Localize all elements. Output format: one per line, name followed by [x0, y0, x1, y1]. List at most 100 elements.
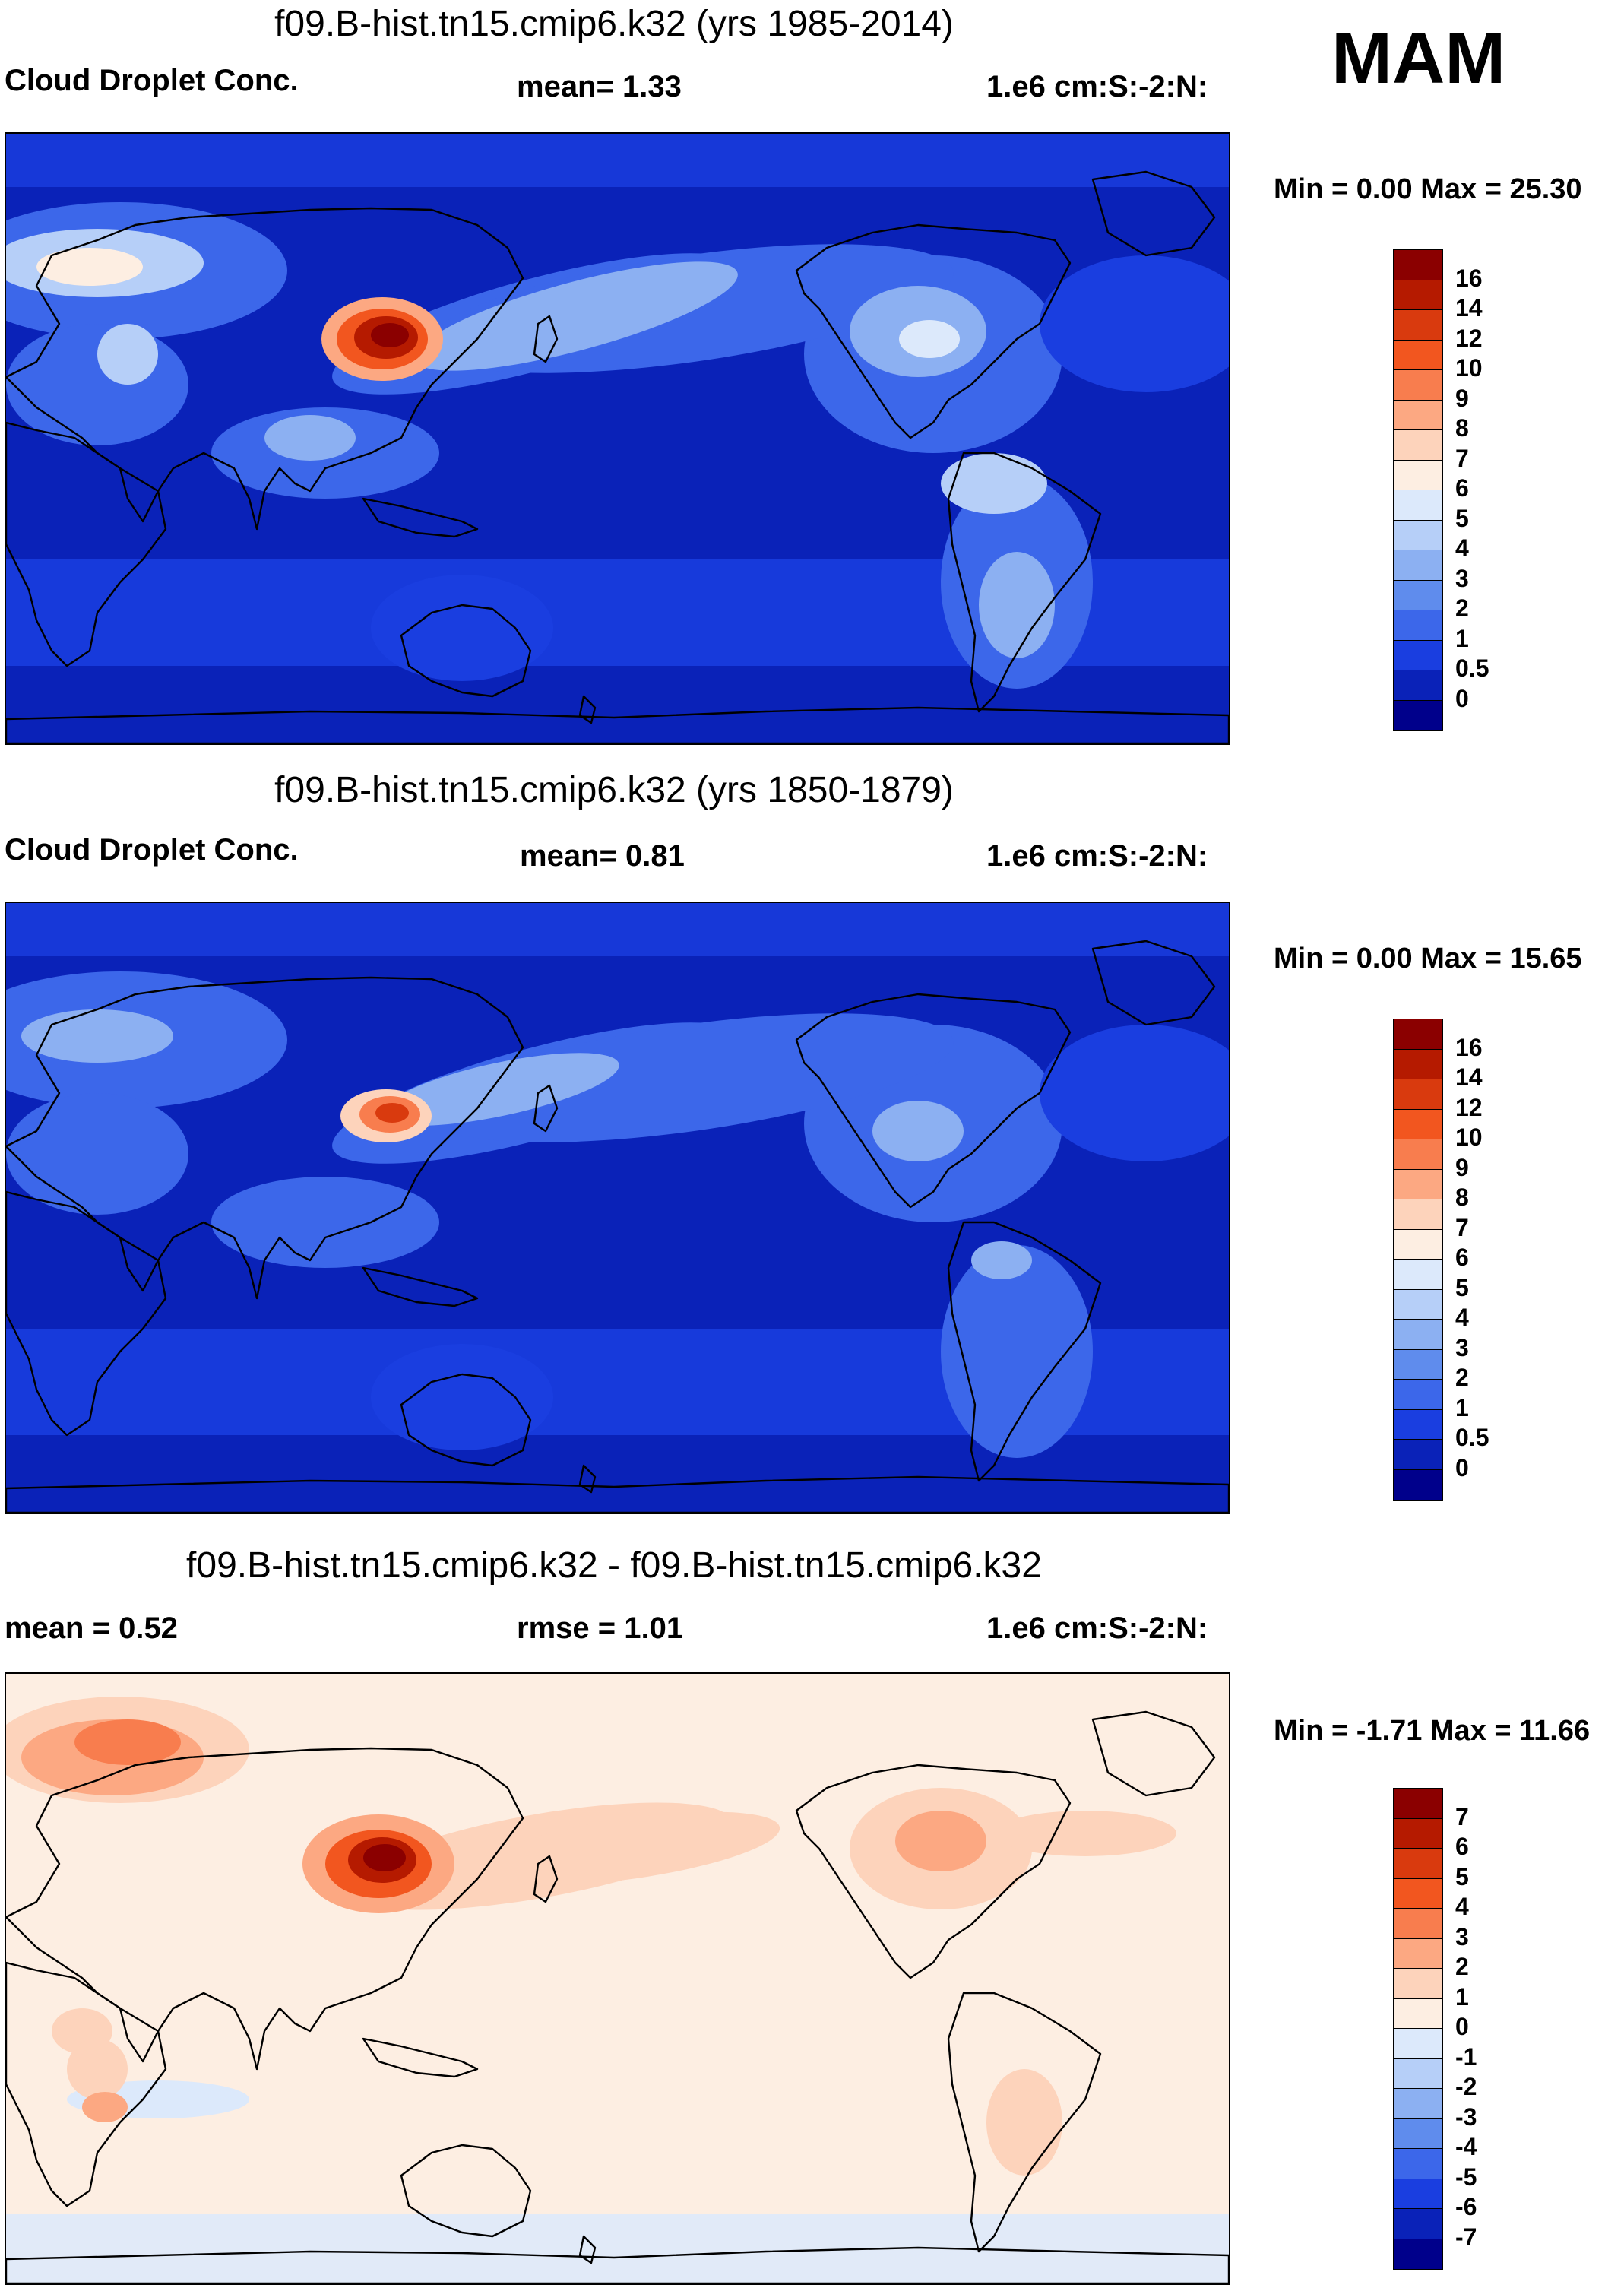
- colorbar-swatch: [1393, 1469, 1443, 1501]
- coastline: [947, 1221, 1102, 1482]
- colorbar-tick-label: 8: [1455, 414, 1469, 442]
- colorbar-tick-label: 10: [1455, 1123, 1483, 1151]
- min-max-label: Min = 0.00 Max = 25.30: [1274, 173, 1582, 205]
- colorbar-swatch: [1393, 249, 1443, 281]
- colorbar-swatch: [1393, 1938, 1443, 1970]
- colorbar-swatch: [1393, 1048, 1443, 1080]
- colorbar-tick-label: 8: [1455, 1184, 1469, 1211]
- colorbar-tick-label: 3: [1455, 1333, 1469, 1361]
- colorbar-tick-label: 4: [1455, 534, 1469, 562]
- colorbar-tick-label: 2: [1455, 1364, 1469, 1391]
- rmse-label: rmse = 1.01: [517, 1611, 684, 1645]
- colorbar-tick-label: 0: [1455, 1453, 1469, 1481]
- colorbar-swatch: [1393, 339, 1443, 371]
- coastline: [947, 1992, 1102, 2253]
- colorbar-swatch: [1393, 369, 1443, 401]
- colorbar-swatch: [1393, 1409, 1443, 1440]
- coastline: [578, 2235, 597, 2264]
- colorbar-swatch: [1393, 1319, 1443, 1351]
- coastline: [362, 1266, 479, 1307]
- colorbar-tick-label: 6: [1455, 1833, 1469, 1860]
- colorbar-tick-label: 0.5: [1455, 654, 1489, 682]
- colorbar-swatch: [1393, 1139, 1443, 1171]
- coastline: [578, 695, 597, 724]
- colorbar-swatch: [1393, 699, 1443, 731]
- colorbar-swatch: [1393, 1998, 1443, 2030]
- colorbar-swatch: [1393, 1168, 1443, 1200]
- coastline: [6, 1961, 167, 2207]
- coastline: [795, 223, 1072, 439]
- coastline: [533, 315, 559, 363]
- units-label: 1.e6 cm:S:-2:N:: [986, 839, 1208, 873]
- colorbar-swatch: [1393, 490, 1443, 521]
- min-max-label: Min = 0.00 Max = 15.65: [1274, 943, 1582, 974]
- colorbar-tick-label: 3: [1455, 564, 1469, 592]
- colorbar-tick-label: 9: [1455, 1153, 1469, 1181]
- colorbar-tick-label: 16: [1455, 1033, 1483, 1061]
- panel-title: f09.B-hist.tn15.cmip6.k32 (yrs 1985-2014…: [274, 4, 954, 44]
- colorbar-tick-label: 9: [1455, 384, 1469, 412]
- colorbar-tick-label: -2: [1455, 2073, 1477, 2100]
- coastline: [400, 1373, 532, 1467]
- coastline: [795, 993, 1072, 1209]
- colorbar-swatch: [1393, 1848, 1443, 1880]
- coastline: [533, 1084, 559, 1133]
- colorbar-swatch: [1393, 1908, 1443, 1940]
- colorbar-tick-label: 6: [1455, 474, 1469, 502]
- colorbar-swatch: [1393, 279, 1443, 311]
- colorbar-swatch: [1393, 1108, 1443, 1140]
- colorbar-tick-label: 6: [1455, 1244, 1469, 1271]
- colorbar-swatch: [1393, 2028, 1443, 2060]
- colorbar-tick-label: 14: [1455, 294, 1483, 322]
- coastline: [6, 207, 524, 531]
- colorbar-swatch: [1393, 1288, 1443, 1320]
- min-max-label: Min = -1.71 Max = 11.66: [1274, 1715, 1591, 1747]
- mean-label: mean= 0.81: [520, 839, 685, 873]
- colorbar-tick-label: -4: [1455, 2133, 1477, 2160]
- coastline: [533, 1855, 559, 1903]
- colorbar-tick-label: 7: [1455, 1213, 1469, 1241]
- colorbar-tick-label: 0.5: [1455, 1424, 1489, 1451]
- colorbar-swatch: [1393, 2058, 1443, 2090]
- colorbar-tick-label: 1: [1455, 1982, 1469, 2011]
- colorbar-tick-label: 10: [1455, 354, 1483, 382]
- colorbar-tick-label: -3: [1455, 2103, 1477, 2131]
- coastline: [947, 452, 1102, 713]
- colorbar-swatch: [1393, 1878, 1443, 1909]
- colorbar-swatch: [1393, 670, 1443, 702]
- colorbar-tick-label: 3: [1455, 1922, 1469, 1951]
- colorbar-swatch: [1393, 1079, 1443, 1111]
- colorbar-swatch: [1393, 1259, 1443, 1291]
- colorbar-tick-label: 7: [1455, 444, 1469, 472]
- colorbar-tick-label: -6: [1455, 2193, 1477, 2220]
- mean-label: mean= 1.33: [517, 70, 682, 103]
- colorbar-tick-label: 0: [1455, 2013, 1469, 2040]
- colorbar-tick-label: 12: [1455, 324, 1483, 352]
- coastline: [578, 1464, 597, 1494]
- colorbar-swatch: [1393, 1348, 1443, 1380]
- colorbar-tick-label: 14: [1455, 1063, 1483, 1091]
- coastline: [6, 2246, 1229, 2283]
- mean-label: mean = 0.52: [5, 1611, 178, 1645]
- coastline: [6, 1190, 167, 1437]
- colorbar-swatch: [1393, 2208, 1443, 2240]
- coastline: [6, 1475, 1229, 1513]
- colorbar-tick-label: 5: [1455, 1862, 1469, 1890]
- map-preindustrial: [5, 902, 1230, 1514]
- colorbar-tick-label: 5: [1455, 1273, 1469, 1301]
- coastline: [6, 706, 1229, 743]
- coastline: [6, 976, 524, 1300]
- colorbar-tick-label: 12: [1455, 1093, 1483, 1121]
- colorbar-swatch: [1393, 550, 1443, 582]
- map-present-day: [5, 132, 1230, 745]
- colorbar-swatch: [1393, 2178, 1443, 2210]
- colorbar-swatch: [1393, 1228, 1443, 1260]
- colorbar-tick-label: -5: [1455, 2163, 1477, 2191]
- colorbar-swatch: [1393, 309, 1443, 341]
- colorbar-tick-label: 4: [1455, 1893, 1469, 1920]
- colorbar-tick-label: -1: [1455, 2042, 1477, 2071]
- colorbar-tick-label: 7: [1455, 1802, 1469, 1830]
- colorbar-swatch: [1393, 1968, 1443, 2000]
- colorbar-tick-label: 2: [1455, 1953, 1469, 1980]
- colorbar-tick-label: 5: [1455, 504, 1469, 532]
